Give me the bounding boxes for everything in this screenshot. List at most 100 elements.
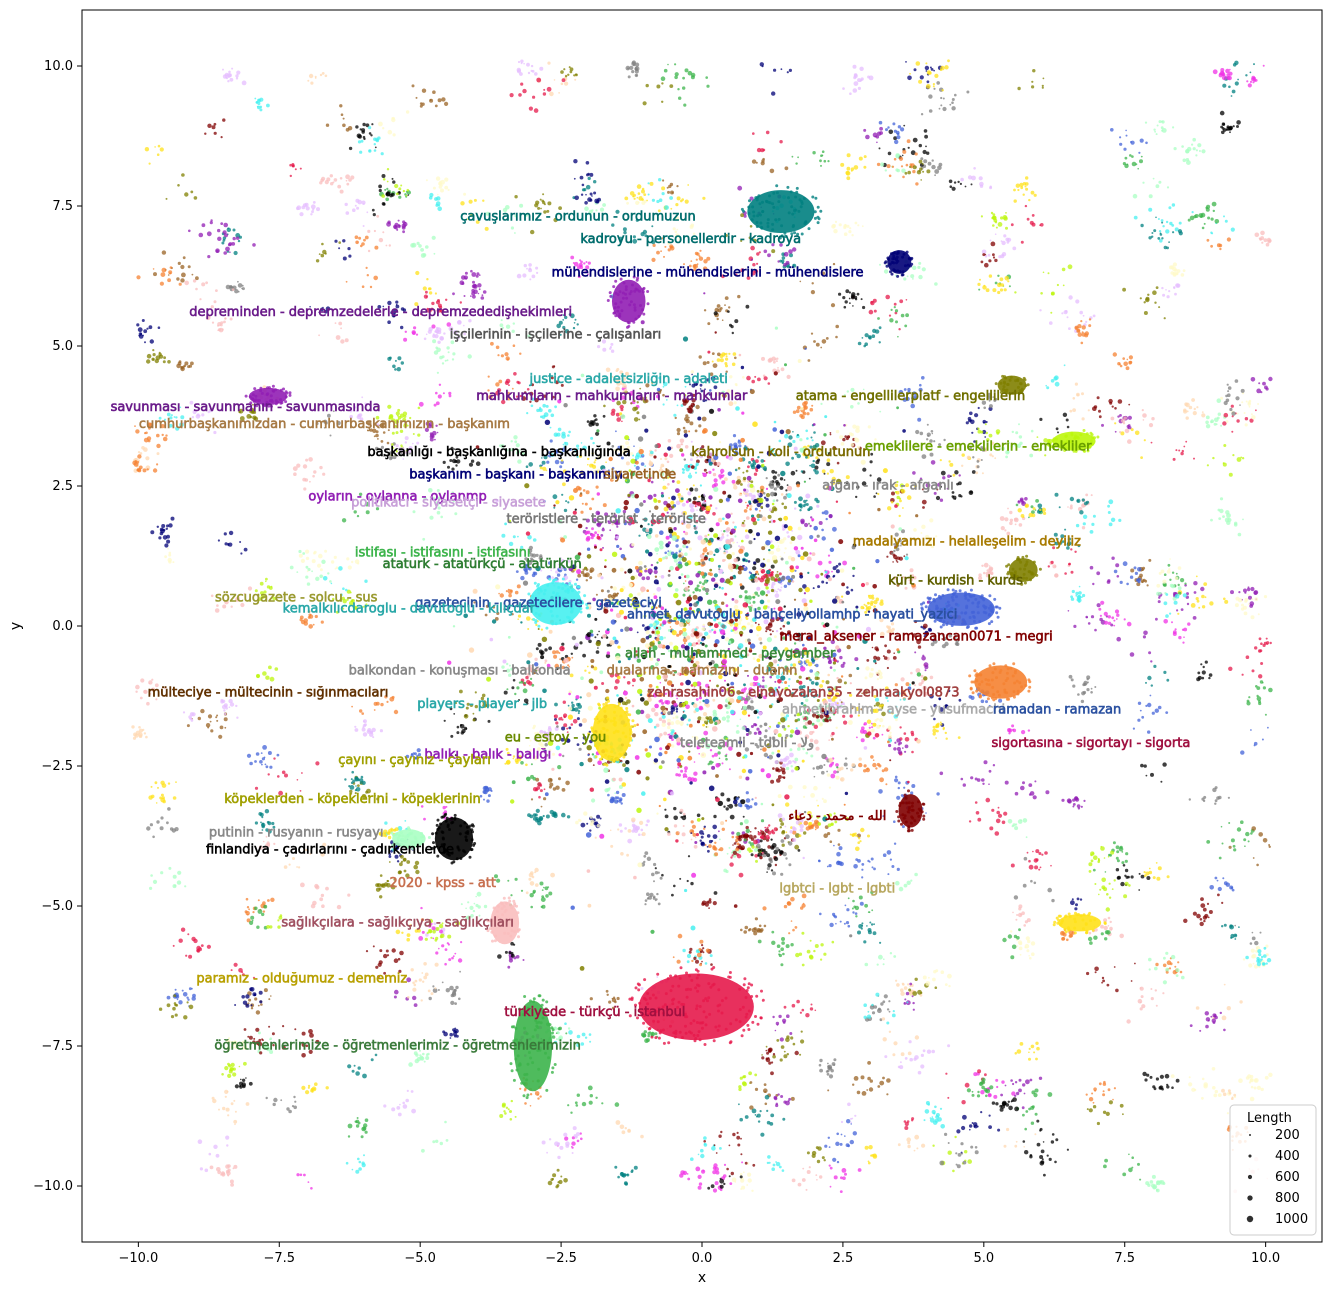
data-point [961,464,964,467]
data-point [1171,224,1175,227]
data-point [216,719,219,722]
data-point [726,534,729,537]
data-point [378,887,382,891]
data-point [736,1131,739,1134]
data-point [899,726,902,729]
data-point [1041,853,1044,856]
point-cluster [690,370,745,405]
data-point [1148,207,1153,212]
data-point [836,461,840,465]
data-point [514,440,518,444]
data-point [832,575,835,578]
data-point [305,206,310,211]
data-point [914,152,918,156]
data-point [1030,1044,1035,1049]
data-point [1200,663,1203,666]
data-point [1107,925,1110,927]
data-point [1140,874,1145,879]
data-point [351,1168,354,1171]
data-point [992,253,995,257]
data-point [640,828,644,832]
data-point [514,877,518,881]
data-point [380,702,384,707]
data-point [955,642,960,646]
data-point [918,143,922,148]
data-point [534,657,538,661]
data-point [820,440,826,446]
data-point [735,384,738,387]
data-point [1259,931,1262,934]
data-point [1212,456,1215,460]
data-point [252,911,255,914]
data-point [1182,593,1187,598]
data-point [226,1171,231,1176]
data-point [509,1118,513,1121]
data-point [1233,848,1237,852]
data-point [1140,763,1144,768]
data-point [1054,1160,1057,1164]
data-point [1258,649,1262,653]
data-point [880,162,885,167]
data-point [892,656,897,660]
data-point [903,1002,906,1004]
data-point [855,846,860,852]
data-point [1155,617,1158,621]
data-point [802,411,807,416]
data-point [713,462,718,466]
data-point [659,575,661,578]
data-point [1158,571,1162,575]
data-point [1166,295,1170,299]
data-point [778,1014,782,1019]
data-point [610,342,614,346]
data-point [818,859,821,862]
data-point [816,1159,821,1164]
data-point [925,70,928,72]
data-point [448,391,452,395]
data-point [517,459,522,464]
data-point [1184,584,1187,587]
data-point [752,600,756,604]
data-point [411,242,417,248]
data-point [1260,1087,1264,1092]
data-point [984,1073,987,1077]
data-point [783,1050,786,1053]
data-point [435,1139,439,1144]
data-point [609,798,615,803]
data-point [558,652,561,654]
data-point [274,667,279,671]
data-point [650,1031,655,1037]
data-point [671,893,674,897]
data-point [608,787,611,790]
data-point [719,307,723,310]
data-point [673,884,676,888]
data-point [869,1079,873,1083]
data-point [795,409,800,414]
data-point [834,706,837,709]
data-point [320,620,324,624]
data-point [1022,1113,1025,1117]
data-point [319,574,324,579]
data-point [347,247,351,251]
data-point [951,495,955,498]
data-point [843,681,847,685]
data-point [879,601,884,606]
data-point [742,558,746,562]
data-point [783,251,789,257]
data-point [535,883,539,887]
data-point [833,770,837,774]
data-point [682,426,686,430]
data-point [909,985,912,988]
data-point [886,164,891,169]
data-point [938,107,941,110]
data-point [256,674,260,679]
data-point [812,694,816,698]
data-point [397,1112,402,1117]
data-point [821,1156,825,1160]
data-point [995,1078,999,1082]
data-point [1036,436,1039,438]
data-point [857,224,860,227]
data-point [631,823,636,828]
data-point [207,255,211,259]
data-point [1193,581,1198,586]
data-point [1001,252,1007,257]
